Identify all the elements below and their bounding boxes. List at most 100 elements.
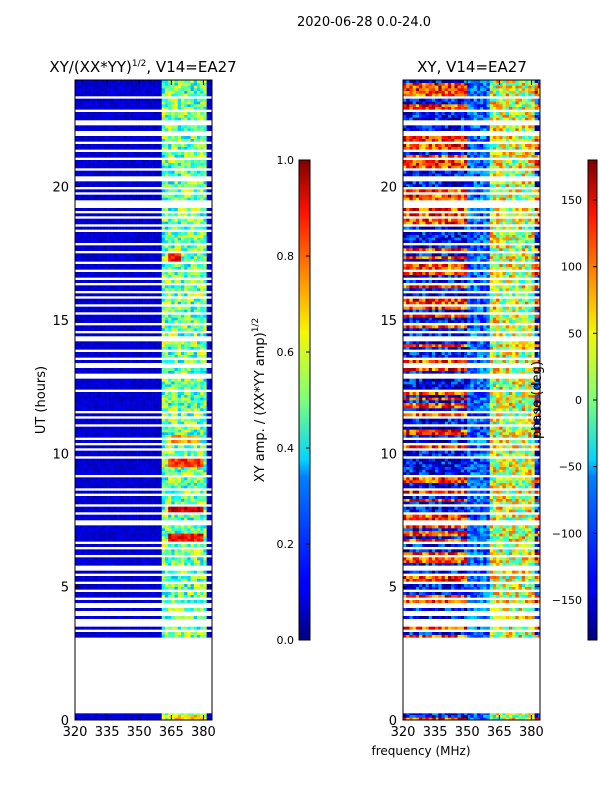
- heatmap-cell: [168, 458, 172, 462]
- heatmap-cell: [123, 421, 127, 425]
- heatmap-cell: [78, 173, 82, 177]
- heatmap-cell: [203, 266, 207, 270]
- heatmap-cell: [75, 714, 79, 718]
- heatmap-cell: [177, 384, 182, 387]
- heatmap-cell: [126, 626, 130, 630]
- heatmap-cell: [148, 394, 153, 398]
- heatmap-cell: [100, 528, 105, 531]
- heatmap-cell: [148, 469, 153, 473]
- heatmap-cell: [187, 384, 191, 387]
- heatmap-cell: [129, 184, 134, 187]
- heatmap-cell: [168, 173, 172, 177]
- heatmap-cell: [168, 384, 172, 387]
- heatmap-cell: [164, 517, 169, 521]
- heatmap-cell: [187, 245, 191, 249]
- heatmap-cell: [193, 197, 198, 201]
- heatmap-cell: [152, 184, 156, 187]
- heatmap-cell: [123, 317, 127, 321]
- heatmap-cell: [200, 464, 204, 467]
- heatmap-cell: [116, 608, 121, 611]
- heatmap-cell: [161, 586, 166, 590]
- heatmap-cell: [126, 458, 130, 462]
- heatmap-cell: [193, 285, 198, 289]
- heatmap-cell: [87, 496, 92, 499]
- heatmap-cell: [206, 170, 211, 174]
- heatmap-cell: [148, 498, 153, 502]
- heatmap-cell: [81, 434, 85, 438]
- heatmap-cell: [145, 285, 150, 289]
- heatmap-cell: [142, 360, 146, 363]
- heatmap-cell: [180, 408, 185, 411]
- heatmap-cell: [193, 293, 198, 297]
- heatmap-cell: [75, 354, 79, 358]
- heatmap-cell: [168, 165, 172, 169]
- heatmap-cell: [158, 405, 162, 409]
- heatmap-cell: [103, 634, 108, 638]
- heatmap-cell: [132, 530, 137, 534]
- heatmap-cell: [184, 320, 188, 323]
- heatmap-cell: [110, 560, 114, 563]
- heatmap-cell: [100, 344, 105, 347]
- heatmap-cell: [136, 325, 140, 329]
- heatmap-cell: [164, 434, 169, 438]
- heatmap-cell: [110, 576, 114, 579]
- heatmap-cell: [209, 509, 213, 513]
- heatmap-cell: [100, 570, 105, 574]
- heatmap-cell: [190, 714, 195, 718]
- heatmap-cell: [129, 562, 134, 566]
- heatmap-cell: [171, 480, 175, 483]
- heatmap-cell: [81, 501, 85, 505]
- heatmap-cell: [152, 320, 156, 323]
- heatmap-cell: [94, 381, 98, 385]
- heatmap-cell: [100, 280, 105, 283]
- heatmap-cell: [110, 466, 114, 470]
- heatmap-cell: [136, 402, 140, 406]
- heatmap-cell: [190, 325, 195, 329]
- heatmap-cell: [180, 381, 185, 385]
- heatmap-cell: [97, 354, 101, 358]
- heatmap-cell: [84, 562, 89, 566]
- heatmap-cell: [187, 594, 191, 598]
- heatmap-cell: [116, 533, 121, 537]
- heatmap-cell: [119, 514, 124, 518]
- heatmap-cell: [97, 184, 101, 187]
- heatmap-cell: [142, 552, 146, 555]
- heatmap-cell: [129, 245, 134, 249]
- heatmap-cell: [161, 253, 166, 257]
- heatmap-cell: [152, 421, 156, 425]
- heatmap-cell: [110, 514, 114, 518]
- heatmap-cell: [161, 594, 166, 598]
- heatmap-cell: [87, 170, 92, 174]
- heatmap-cell: [91, 272, 95, 275]
- heatmap-cell: [84, 584, 89, 587]
- heatmap-cell: [206, 368, 211, 371]
- heatmap-cell: [190, 557, 195, 561]
- heatmap-cell: [107, 266, 111, 270]
- heatmap-cell: [171, 274, 175, 278]
- heatmap-cell: [119, 234, 124, 238]
- heatmap-cell: [152, 714, 156, 718]
- heatmap-cell: [136, 234, 140, 238]
- heatmap-cell: [168, 445, 172, 449]
- heatmap-cell: [87, 421, 92, 425]
- heatmap-cell: [177, 408, 182, 411]
- heatmap-cell: [123, 714, 127, 718]
- heatmap-cell: [110, 445, 114, 449]
- heatmap-cell: [209, 432, 213, 435]
- heatmap-cell: [116, 232, 121, 235]
- heatmap-cell: [158, 397, 162, 401]
- heatmap-cell: [155, 288, 159, 291]
- heatmap-cell: [200, 517, 204, 521]
- heatmap-cell: [152, 530, 156, 534]
- heatmap-cell: [193, 536, 198, 539]
- heatmap-cell: [184, 560, 188, 563]
- heatmap-cell: [78, 714, 82, 718]
- heatmap-cell: [123, 293, 127, 297]
- heatmap-cell: [155, 576, 159, 579]
- heatmap-cell: [152, 498, 156, 502]
- heatmap-cell: [78, 464, 82, 467]
- heatmap-cell: [177, 386, 182, 390]
- heatmap-cell: [91, 634, 95, 638]
- heatmap-cell: [129, 394, 134, 398]
- heatmap-cell: [87, 557, 92, 561]
